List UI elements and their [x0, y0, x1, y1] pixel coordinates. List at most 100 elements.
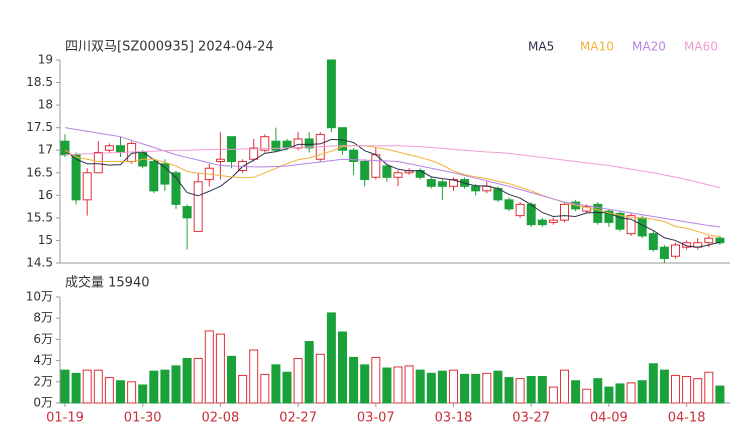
- candle-body: [426, 179, 436, 187]
- volume-bar: [149, 370, 159, 404]
- volume-bar: [160, 369, 170, 404]
- volume-bar: [604, 386, 614, 404]
- y-tick-label: 0万: [33, 396, 53, 410]
- volume-bar: [260, 373, 270, 404]
- volume-bar: [715, 385, 725, 404]
- volume-bar: [338, 331, 347, 404]
- candle-body: [682, 242, 692, 248]
- candle-body: [515, 203, 525, 217]
- candle-body: [260, 136, 270, 151]
- y-tick-label: 17: [38, 143, 53, 157]
- volume-bar: [193, 357, 203, 404]
- ma-line: [64, 145, 720, 238]
- volume-title: 成交量 15940: [65, 275, 150, 291]
- candle-body: [82, 172, 92, 201]
- volume-bar: [682, 376, 692, 404]
- legend-label: MA5: [528, 40, 554, 54]
- volume-bar: [104, 377, 114, 404]
- candle-body: [249, 147, 259, 160]
- volume-bar: [471, 373, 481, 404]
- volume-bar: [560, 369, 569, 404]
- volume-bar: [171, 365, 181, 404]
- x-tick-label: 03-18: [435, 411, 473, 426]
- candle-body: [160, 163, 170, 185]
- x-tick-label: 02-27: [279, 411, 317, 426]
- volume-bar: [648, 363, 658, 404]
- candle-body: [104, 145, 114, 151]
- volume-bar: [282, 371, 292, 404]
- candle-body: [548, 219, 558, 223]
- volume-bar: [215, 333, 225, 404]
- x-tick-label: 02-08: [202, 411, 240, 426]
- volume-bar: [82, 369, 92, 404]
- legend-label: MA10: [580, 40, 614, 54]
- volume-bar: [571, 380, 581, 404]
- candle-body: [626, 215, 636, 235]
- y-tick-label: 16: [38, 188, 53, 202]
- volume-bar: [360, 364, 370, 404]
- volume-bar: [460, 373, 470, 404]
- candle-body: [171, 172, 181, 205]
- volume-bar: [393, 366, 403, 404]
- volume-bar: [548, 386, 558, 404]
- y-tick-label: 15.5: [26, 210, 53, 224]
- candle-body: [304, 138, 314, 149]
- chart-title: 四川双马[SZ000935] 2024-04-24: [65, 40, 274, 55]
- candle-body: [360, 161, 370, 181]
- candle-body: [526, 203, 536, 226]
- x-tick-label: 03-27: [512, 411, 550, 426]
- x-tick-label: 01-19: [46, 411, 84, 426]
- volume-bar: [704, 371, 714, 404]
- candle-body: [648, 233, 658, 250]
- volume-bar: [204, 330, 214, 404]
- volume-bar: [404, 365, 414, 404]
- volume-bar: [449, 369, 458, 404]
- candle-body: [659, 246, 669, 259]
- y-tick-label: 17.5: [26, 120, 53, 134]
- candle-body: [116, 145, 125, 153]
- volume-bar: [426, 372, 436, 404]
- candle-body: [371, 154, 381, 178]
- y-tick-label: 15: [38, 233, 53, 247]
- candle-body: [71, 154, 81, 201]
- candle-body: [537, 219, 547, 226]
- volume-bar: [116, 380, 125, 404]
- y-tick-label: 4万: [33, 353, 53, 367]
- volume-bar: [271, 364, 281, 404]
- candle-body: [149, 161, 159, 192]
- x-tick-label: 03-07: [357, 411, 395, 426]
- volume-bar: [93, 369, 103, 404]
- volume-bar: [659, 369, 669, 404]
- candle-body: [349, 149, 359, 163]
- candle-body: [182, 206, 192, 219]
- y-tick-label: 14.5: [26, 256, 53, 270]
- candle-body: [715, 237, 725, 244]
- candle-body: [437, 181, 447, 187]
- volume-bar: [315, 353, 325, 404]
- candle-body: [415, 170, 425, 178]
- x-tick-label: 04-18: [668, 411, 706, 426]
- volume-bar: [515, 378, 525, 404]
- y-tick-label: 6万: [33, 332, 53, 346]
- volume-bar: [249, 349, 259, 404]
- volume-bar: [637, 380, 647, 404]
- volume-bar: [382, 367, 392, 404]
- y-tick-label: 18.5: [26, 75, 53, 89]
- volume-bar: [615, 383, 625, 404]
- candle-body: [704, 237, 714, 244]
- candle-body: [604, 210, 614, 223]
- volume-bar: [182, 357, 192, 404]
- ma-line: [64, 138, 721, 248]
- candle-body: [293, 138, 303, 149]
- volume-bar: [693, 378, 703, 404]
- y-tick-label: 19: [38, 53, 53, 67]
- legend-label: MA60: [684, 40, 718, 54]
- candle-body: [671, 244, 680, 257]
- volume-bar: [415, 369, 425, 404]
- candle-body: [382, 165, 392, 178]
- volume-bar: [293, 357, 303, 404]
- y-tick-label: 2万: [33, 374, 53, 388]
- volume-bar: [504, 377, 514, 404]
- volume-bar: [371, 356, 381, 404]
